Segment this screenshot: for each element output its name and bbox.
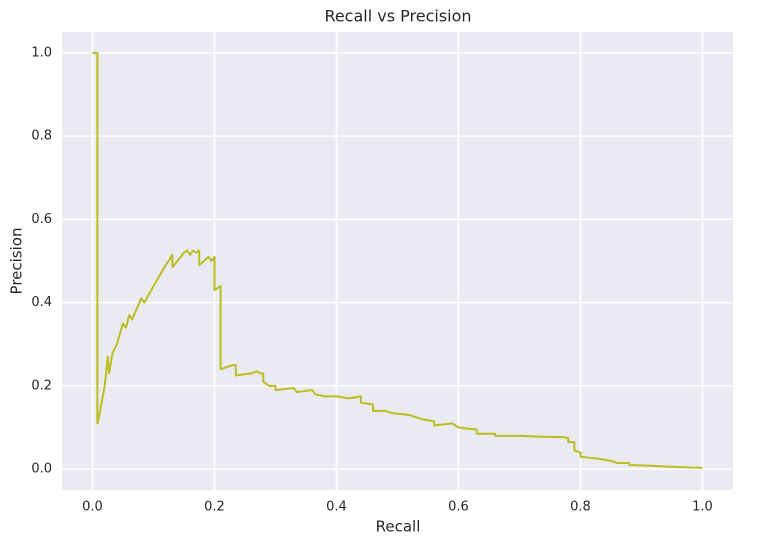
- y-tick-label: 0.8: [31, 129, 52, 144]
- x-tick-label: 0.2: [204, 500, 225, 515]
- x-tick-label: 1.0: [692, 500, 713, 515]
- x-axis-label: Recall: [376, 518, 421, 536]
- x-tick-label: 0.4: [326, 500, 347, 515]
- y-tick-label: 1.0: [31, 45, 52, 60]
- x-tick-label: 0.0: [82, 500, 103, 515]
- y-tick-label: 0.2: [31, 378, 52, 393]
- chart-title: Recall vs Precision: [324, 7, 471, 26]
- x-tick-label: 0.6: [448, 500, 469, 515]
- pr-curve: [92, 51, 703, 469]
- y-axis-label: Precision: [8, 228, 26, 295]
- y-tick-label: 0.6: [31, 212, 52, 227]
- x-tick-label: 0.8: [570, 500, 591, 515]
- y-tick-label: 0.4: [31, 295, 52, 310]
- plot-area: [62, 32, 733, 490]
- y-tick-label: 0.0: [31, 462, 52, 477]
